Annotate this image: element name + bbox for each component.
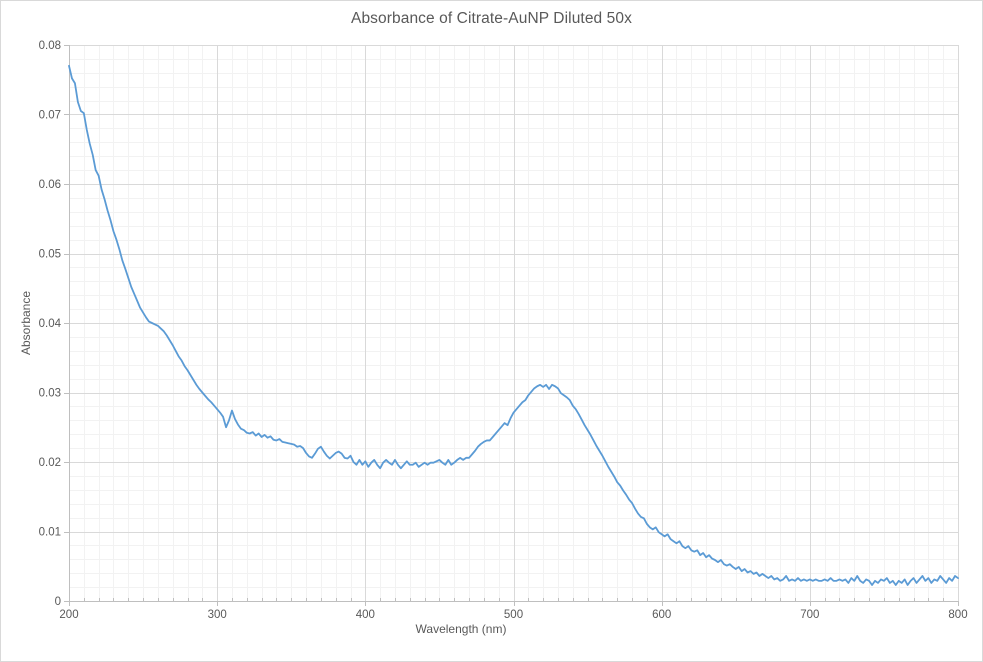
- y-tick-label: 0.04: [39, 318, 62, 330]
- y-tick-label: 0.05: [39, 249, 61, 261]
- y-tick-label: 0.01: [39, 527, 61, 539]
- y-tick-label: 0.07: [39, 110, 61, 122]
- y-tick-label: 0.03: [39, 388, 61, 400]
- x-tick-label: 200: [59, 609, 78, 621]
- x-tick-label: 800: [948, 609, 967, 621]
- y-tick-label: 0: [55, 596, 61, 608]
- x-axis-title: Wavelength (nm): [415, 622, 507, 636]
- x-tick-label: 600: [652, 609, 671, 621]
- x-tick-label: 700: [800, 609, 819, 621]
- y-tick-label: 0.08: [39, 40, 61, 52]
- x-tick-label: 400: [356, 609, 375, 621]
- y-tick-label: 0.02: [39, 457, 61, 469]
- x-tick-label: 300: [208, 609, 227, 621]
- x-tick-label: 500: [504, 609, 523, 621]
- chart-title: Absorbance of Citrate-AuNP Diluted 50x: [351, 10, 632, 27]
- y-tick-label: 0.06: [39, 179, 61, 191]
- series-line: [68, 64, 959, 586]
